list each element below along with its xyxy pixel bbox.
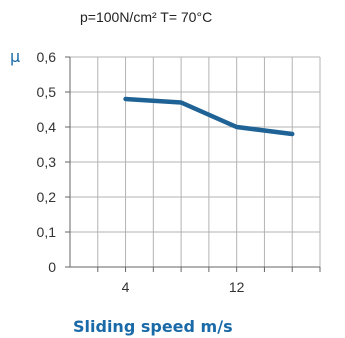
y-tick-label: 0,6 <box>37 49 57 65</box>
axes <box>65 56 321 272</box>
x-tick-label: 4 <box>122 279 130 295</box>
y-tick-label: 0,5 <box>37 84 57 100</box>
x-tick-label: 12 <box>229 279 245 295</box>
y-tick-label: 0,3 <box>37 154 57 170</box>
grid <box>70 56 321 267</box>
series-line <box>123 96 295 137</box>
y-tick-label: 0 <box>48 259 56 275</box>
y-tick-label: 0,2 <box>37 189 57 205</box>
chart-subtitle: p=100N/cm² T= 70°C <box>80 9 212 25</box>
series-layer <box>123 96 295 137</box>
x-axis-title: Sliding speed m/s <box>73 317 233 336</box>
y-tick-labels: 0 0,1 0,2 0,3 0,4 0,5 0,6 <box>37 49 57 275</box>
x-tick-labels: 4 12 <box>122 279 245 295</box>
y-tick-label: 0,4 <box>37 119 57 135</box>
y-axis-label: µ <box>10 47 20 66</box>
y-tick-label: 0,1 <box>37 224 57 240</box>
